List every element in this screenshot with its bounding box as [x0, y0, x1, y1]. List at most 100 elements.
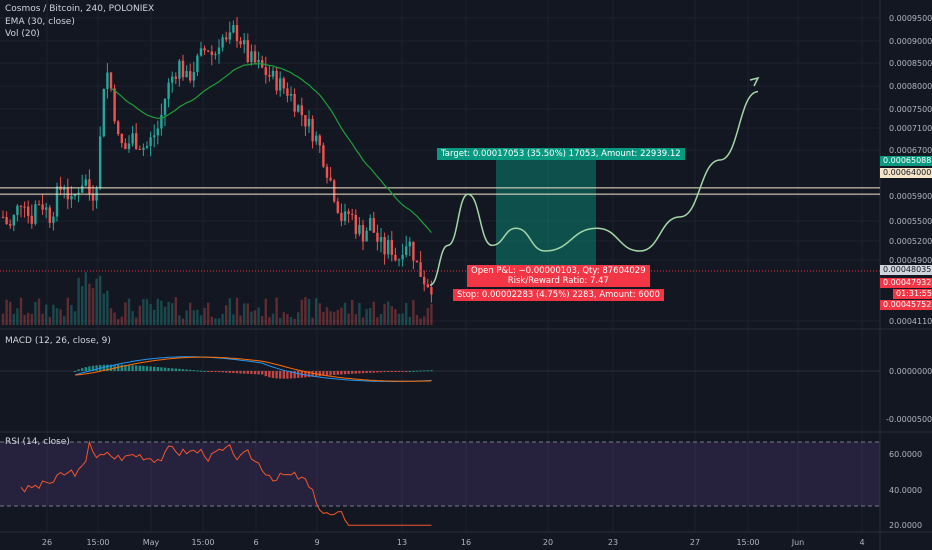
rsi-line: [20, 440, 432, 526]
target-label[interactable]: Target: 0.00017053 (35.50%) 17053, Amoun…: [437, 148, 685, 160]
time-tick: 9: [314, 538, 320, 547]
volume-bar: [174, 297, 177, 325]
candle-body: [207, 50, 210, 52]
rsi-tick: 40.0000: [889, 486, 923, 495]
volume-legend[interactable]: Vol (20): [5, 29, 40, 39]
candle-body: [225, 37, 228, 40]
volume-bar: [167, 301, 170, 325]
macd-histogram-bar: [145, 366, 149, 371]
stop-label[interactable]: Stop: 0.00002283 (4.75%) 2283, Amount: 6…: [453, 289, 664, 301]
candle-body: [30, 215, 33, 224]
macd-histogram-bar: [131, 365, 134, 371]
macd-histogram-bar: [419, 370, 422, 372]
bid-price-tag: 0.00047932: [880, 278, 932, 288]
volume-bar: [293, 318, 296, 325]
volume-bar: [1, 313, 5, 325]
volume-bar: [192, 310, 195, 325]
pnl-label[interactable]: Open P&L: −0.00000103, Qty: 87604029 Ris…: [467, 265, 650, 287]
macd-histogram-bar: [347, 371, 350, 375]
candle-body: [387, 240, 390, 255]
candle-body: [178, 60, 181, 79]
macd-tick: 0.00000000: [889, 367, 932, 376]
candle-body: [300, 105, 303, 116]
candle-body: [138, 148, 141, 150]
macd-histogram-bar: [293, 371, 296, 379]
volume-bar: [279, 317, 282, 325]
volume-bar: [351, 299, 354, 325]
candle-body: [430, 287, 433, 295]
macd-legend[interactable]: MACD (12, 26, close, 9): [5, 336, 111, 346]
volume-bar: [59, 309, 62, 325]
candle-body: [124, 143, 127, 150]
profit-zone: [496, 160, 596, 266]
volume-bar: [423, 316, 426, 325]
volume-bar: [171, 303, 174, 325]
candle-body: [23, 206, 26, 208]
candle-body: [88, 179, 91, 194]
grid-lines: [0, 0, 880, 532]
volume-bar: [239, 315, 242, 325]
macd-histogram-bar: [311, 371, 314, 377]
volume-bar: [73, 311, 77, 325]
candle-body: [217, 47, 221, 55]
candle-body: [419, 262, 422, 277]
ema-legend[interactable]: EMA (30, close): [5, 17, 75, 27]
candle-body: [160, 114, 163, 129]
macd-histogram-bar: [246, 371, 249, 374]
candle-body: [48, 207, 51, 223]
candle-body: [131, 133, 134, 144]
volume-bar: [304, 297, 307, 325]
signal-line: [74, 356, 432, 382]
volume-bar: [199, 315, 203, 325]
candle-body: [264, 67, 267, 76]
candle-body: [383, 237, 386, 255]
volume-bar: [189, 302, 192, 325]
candle-body: [185, 71, 188, 78]
volume-bar: [315, 298, 318, 325]
macd-histogram-bar: [394, 371, 397, 372]
macd-histogram-bar: [318, 371, 321, 377]
volume-bar: [307, 298, 311, 325]
candle-body: [401, 254, 404, 260]
candle-body: [12, 215, 15, 226]
macd-histogram-bar: [203, 370, 206, 372]
candlestick-series: [1, 16, 433, 303]
volume-bar: [109, 308, 113, 325]
rsi-band: [0, 442, 880, 506]
macd-histogram-bar: [264, 371, 267, 377]
time-tick: 20: [542, 538, 554, 547]
macd-histogram-bar: [405, 371, 408, 372]
macd-histogram-bar: [297, 371, 300, 378]
macd-histogram-bar: [379, 371, 383, 373]
volume-bar: [27, 312, 30, 325]
volume-bar: [217, 318, 221, 325]
candle-body: [253, 51, 257, 63]
indicator-lines: [110, 63, 760, 286]
symbol-legend[interactable]: Cosmos / Bitcoin, 240, POLONIEX: [5, 4, 155, 14]
candle-body: [271, 70, 275, 77]
entry-price-tag: 0.00064000: [880, 168, 932, 178]
candle-body: [214, 54, 217, 56]
macd-histogram-bar: [361, 371, 365, 374]
macd-histogram-bar: [124, 364, 127, 371]
volume-bar: [210, 316, 213, 325]
candle-body: [189, 71, 192, 81]
volume-bar: [401, 313, 404, 325]
candle-body: [127, 143, 131, 150]
macd-histogram-bar: [138, 365, 141, 371]
volume-bar: [156, 298, 159, 325]
candle-body: [149, 137, 152, 147]
rsi-tick: 20.0000: [889, 521, 923, 530]
rsi-legend[interactable]: RSI (14, close): [5, 437, 70, 447]
macd-histogram-bar: [329, 371, 332, 376]
macd-histogram-bar: [73, 371, 77, 372]
macd-histogram-bar: [365, 371, 368, 374]
bar-countdown: 01:31:55: [893, 289, 932, 299]
volume-bar: [207, 302, 210, 325]
volume-bar: [361, 317, 365, 325]
macd-histogram-bar: [120, 364, 123, 371]
